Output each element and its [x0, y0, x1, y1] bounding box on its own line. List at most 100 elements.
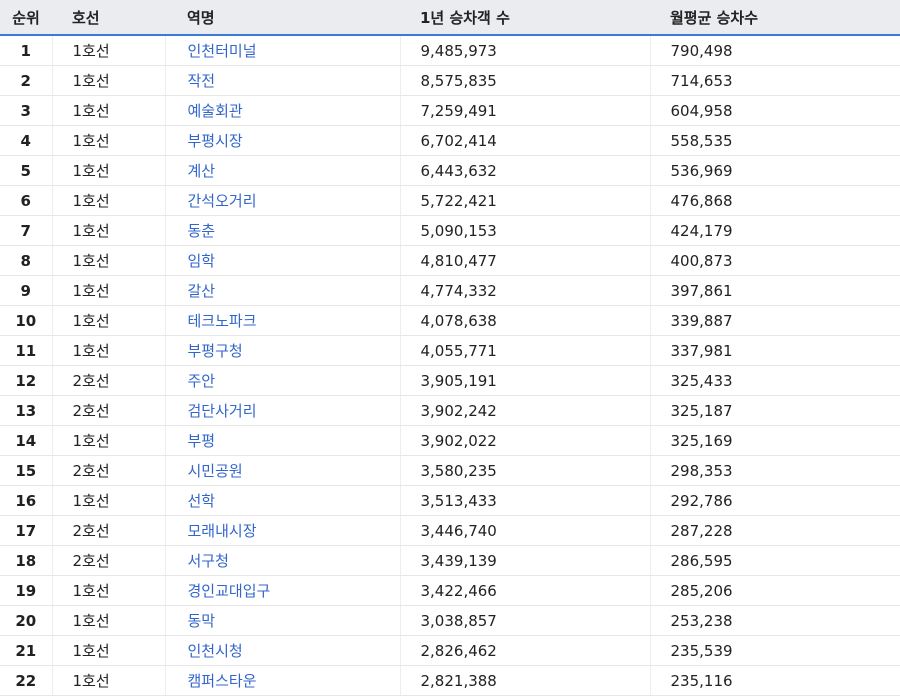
line-cell: 1호선 — [52, 215, 166, 246]
line-cell: 1호선 — [52, 155, 166, 186]
line-cell: 1호선 — [52, 335, 166, 366]
rank-cell: 12 — [0, 365, 53, 396]
monthly-average-cell: 286,595 — [650, 545, 900, 576]
table-row: 15 2호선 시민공원 3,580,235 298,353 — [0, 455, 900, 486]
header-line[interactable]: 호선 — [52, 0, 165, 36]
monthly-average-cell: 397,861 — [650, 275, 900, 306]
yearly-riders-cell: 2,821,388 — [400, 665, 651, 696]
station-link[interactable]: 인천터미널 — [165, 35, 401, 66]
yearly-riders-cell: 8,575,835 — [400, 65, 651, 96]
monthly-average-cell: 476,868 — [650, 185, 900, 216]
monthly-average-cell: 235,116 — [650, 665, 900, 696]
station-link[interactable]: 캠퍼스타운 — [165, 665, 401, 696]
station-link[interactable]: 선학 — [165, 485, 401, 516]
table-row: 9 1호선 갈산 4,774,332 397,861 — [0, 275, 900, 306]
rank-cell: 6 — [0, 185, 53, 216]
monthly-average-cell: 536,969 — [650, 155, 900, 186]
station-link[interactable]: 모래내시장 — [165, 515, 401, 546]
rank-cell: 2 — [0, 65, 53, 96]
header-rank[interactable]: 순위 — [0, 0, 52, 36]
table-row: 1 1호선 인천터미널 9,485,973 790,498 — [0, 35, 900, 66]
station-link[interactable]: 경인교대입구 — [165, 575, 401, 606]
table-row: 4 1호선 부평시장 6,702,414 558,535 — [0, 125, 900, 156]
station-link[interactable]: 동춘 — [165, 215, 401, 246]
rank-cell: 7 — [0, 215, 53, 246]
table-row: 19 1호선 경인교대입구 3,422,466 285,206 — [0, 575, 900, 606]
yearly-riders-cell: 5,722,421 — [400, 185, 651, 216]
monthly-average-cell: 424,179 — [650, 215, 900, 246]
monthly-average-cell: 235,539 — [650, 635, 900, 666]
yearly-riders-cell: 3,905,191 — [400, 365, 651, 396]
station-link[interactable]: 시민공원 — [165, 455, 401, 486]
table-row: 7 1호선 동춘 5,090,153 424,179 — [0, 215, 900, 246]
line-cell: 1호선 — [52, 185, 166, 216]
station-link[interactable]: 갈산 — [165, 275, 401, 306]
line-cell: 2호선 — [52, 515, 166, 546]
table-row: 21 1호선 인천시청 2,826,462 235,539 — [0, 635, 900, 666]
station-link[interactable]: 부평구청 — [165, 335, 401, 366]
line-cell: 1호선 — [52, 635, 166, 666]
station-link[interactable]: 테크노파크 — [165, 305, 401, 336]
line-cell: 2호선 — [52, 395, 166, 426]
line-cell: 1호선 — [52, 425, 166, 456]
station-link[interactable]: 예술회관 — [165, 95, 401, 126]
header-monthly-average[interactable]: 월평균 승차수 — [650, 0, 900, 36]
monthly-average-cell: 604,958 — [650, 95, 900, 126]
station-link[interactable]: 부평시장 — [165, 125, 401, 156]
monthly-average-cell: 339,887 — [650, 305, 900, 336]
yearly-riders-cell: 3,038,857 — [400, 605, 651, 636]
table-row: 13 2호선 검단사거리 3,902,242 325,187 — [0, 395, 900, 426]
yearly-riders-cell: 4,810,477 — [400, 245, 651, 276]
header-yearly-riders[interactable]: 1년 승차객 수 — [400, 0, 650, 36]
table-row: 5 1호선 계산 6,443,632 536,969 — [0, 155, 900, 186]
yearly-riders-cell: 3,902,022 — [400, 425, 651, 456]
line-cell: 1호선 — [52, 275, 166, 306]
rank-cell: 17 — [0, 515, 53, 546]
line-cell: 1호선 — [52, 485, 166, 516]
station-link[interactable]: 작전 — [165, 65, 401, 96]
yearly-riders-cell: 3,513,433 — [400, 485, 651, 516]
header-row: 순위 호선 역명 1년 승차객 수 월평균 승차수 — [0, 0, 900, 36]
table-header: 순위 호선 역명 1년 승차객 수 월평균 승차수 — [0, 0, 900, 36]
line-cell: 1호선 — [52, 65, 166, 96]
table-row: 22 1호선 캠퍼스타운 2,821,388 235,116 — [0, 665, 900, 696]
monthly-average-cell: 558,535 — [650, 125, 900, 156]
table-row: 18 2호선 서구청 3,439,139 286,595 — [0, 545, 900, 576]
station-link[interactable]: 간석오거리 — [165, 185, 401, 216]
rank-cell: 8 — [0, 245, 53, 276]
yearly-riders-cell: 9,485,973 — [400, 35, 651, 66]
yearly-riders-cell: 5,090,153 — [400, 215, 651, 246]
yearly-riders-cell: 3,580,235 — [400, 455, 651, 486]
yearly-riders-cell: 4,774,332 — [400, 275, 651, 306]
station-link[interactable]: 동막 — [165, 605, 401, 636]
line-cell: 1호선 — [52, 245, 166, 276]
header-station[interactable]: 역명 — [165, 0, 400, 36]
line-cell: 1호선 — [52, 35, 166, 66]
line-cell: 2호선 — [52, 365, 166, 396]
rank-cell: 1 — [0, 35, 53, 66]
rank-cell: 16 — [0, 485, 53, 516]
monthly-average-cell: 253,238 — [650, 605, 900, 636]
table-row: 16 1호선 선학 3,513,433 292,786 — [0, 485, 900, 516]
line-cell: 1호선 — [52, 605, 166, 636]
rank-cell: 10 — [0, 305, 53, 336]
rank-cell: 3 — [0, 95, 53, 126]
rank-cell: 9 — [0, 275, 53, 306]
yearly-riders-cell: 3,902,242 — [400, 395, 651, 426]
rank-cell: 21 — [0, 635, 53, 666]
yearly-riders-cell: 3,446,740 — [400, 515, 651, 546]
station-link[interactable]: 인천시청 — [165, 635, 401, 666]
station-link[interactable]: 계산 — [165, 155, 401, 186]
station-link[interactable]: 임학 — [165, 245, 401, 276]
yearly-riders-cell: 7,259,491 — [400, 95, 651, 126]
rank-cell: 11 — [0, 335, 53, 366]
table-body: 1 1호선 인천터미널 9,485,973 790,498 2 1호선 작전 8,575,835… — [0, 35, 900, 696]
station-link[interactable]: 서구청 — [165, 545, 401, 576]
monthly-average-cell: 325,169 — [650, 425, 900, 456]
station-link[interactable]: 부평 — [165, 425, 401, 456]
rank-cell: 20 — [0, 605, 53, 636]
station-link[interactable]: 검단사거리 — [165, 395, 401, 426]
monthly-average-cell: 298,353 — [650, 455, 900, 486]
station-link[interactable]: 주안 — [165, 365, 401, 396]
